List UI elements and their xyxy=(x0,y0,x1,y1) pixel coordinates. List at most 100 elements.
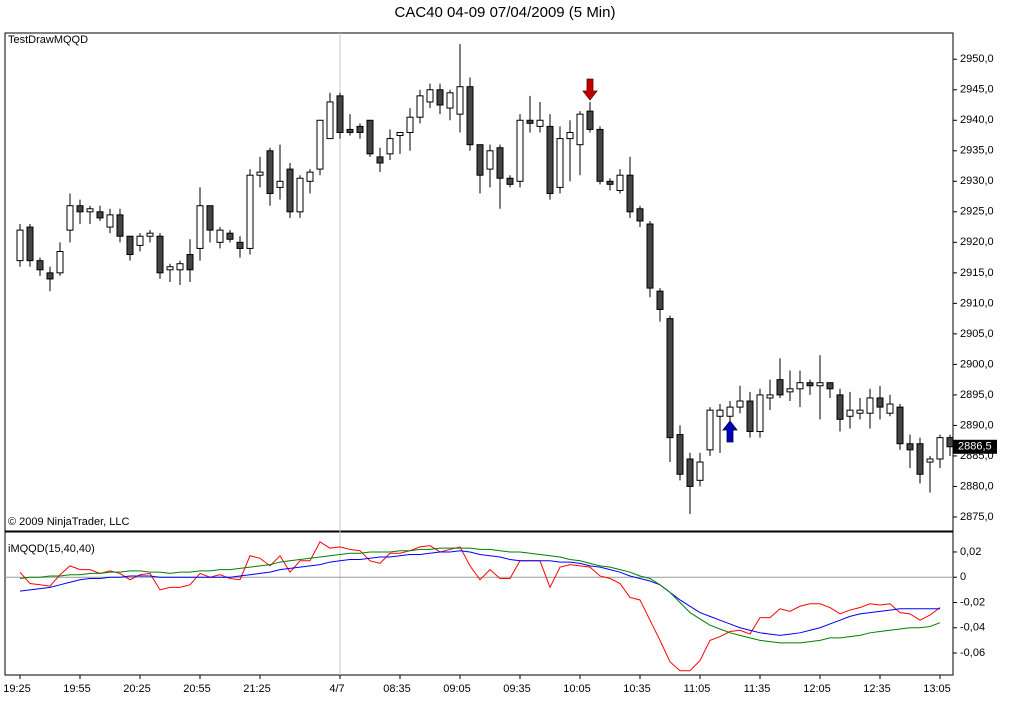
candle-body xyxy=(336,95,344,133)
candle-body xyxy=(386,138,394,155)
candle-body xyxy=(86,208,94,213)
candle-body xyxy=(736,400,744,408)
candle-body xyxy=(526,119,534,124)
candle-body xyxy=(136,235,144,246)
x-tick-label: 10:05 xyxy=(563,683,591,695)
candle-body xyxy=(676,434,684,475)
candle-body xyxy=(856,409,864,414)
candle-body xyxy=(656,290,664,310)
candle-body xyxy=(506,177,514,185)
candle-body xyxy=(486,150,494,170)
candle-body xyxy=(556,138,564,188)
indicator-title: iMQQD(15,40,40) xyxy=(8,543,95,555)
candle-body xyxy=(936,437,944,460)
candle-body xyxy=(106,214,114,228)
candle-body xyxy=(316,119,324,170)
candle-body xyxy=(116,214,124,237)
candle-body xyxy=(246,174,254,249)
candle-body xyxy=(296,177,304,213)
x-tick-label: 19:55 xyxy=(63,683,91,695)
indicator-line xyxy=(19,550,940,636)
candle-body xyxy=(786,388,794,393)
candle-body xyxy=(36,260,44,271)
indicator-line xyxy=(19,547,941,644)
candle-body xyxy=(216,229,224,243)
candle-body xyxy=(586,110,594,130)
candle-body xyxy=(576,113,584,146)
chart-title: CAC40 04-09 07/04/2009 (5 Min) xyxy=(395,4,616,21)
x-tick-label: 08:35 xyxy=(383,683,411,695)
y-tick-label: 2945,0 xyxy=(960,84,994,96)
sell-arrow xyxy=(582,78,598,101)
x-tick-label: 12:35 xyxy=(863,683,891,695)
candle-body xyxy=(326,101,334,140)
candle-body xyxy=(96,211,104,219)
candle-body xyxy=(226,232,234,240)
candle-body xyxy=(416,95,424,118)
candle-body xyxy=(256,171,264,176)
candle-body xyxy=(66,205,74,231)
copyright: © 2009 NinjaTrader, LLC xyxy=(8,516,129,528)
candle-body xyxy=(666,318,674,439)
candle-body xyxy=(536,119,544,127)
candle-body xyxy=(706,409,714,451)
x-tick-label: 20:55 xyxy=(183,683,211,695)
candle-body xyxy=(606,180,614,185)
candle-body xyxy=(766,394,774,399)
candle-body xyxy=(436,89,444,106)
candle-body xyxy=(286,168,294,213)
candle-body xyxy=(926,458,934,463)
candle-body xyxy=(476,144,484,176)
candle-body xyxy=(566,131,574,140)
candle-body xyxy=(406,116,414,133)
last-price-label: 2886,5 xyxy=(958,441,992,453)
candle-body xyxy=(646,223,654,289)
y-tick-label: 2900,0 xyxy=(960,358,994,370)
y-tick-label: 2915,0 xyxy=(960,267,994,279)
x-tick-label: 11:05 xyxy=(684,683,711,695)
candle-body xyxy=(126,235,134,256)
candle-body xyxy=(306,171,314,182)
candle-body xyxy=(846,409,854,417)
y-tick-label: 2950,0 xyxy=(960,53,994,65)
y-tick-label: -0,06 xyxy=(960,647,985,659)
candle-body xyxy=(596,128,604,182)
candle-body xyxy=(946,437,954,448)
candle-body xyxy=(46,272,54,280)
indicator-pane xyxy=(4,531,954,676)
candle-body xyxy=(426,89,434,103)
y-tick-label: 2920,0 xyxy=(960,236,994,248)
y-tick-label: -0,04 xyxy=(960,622,985,634)
x-tick-label: 19:25 xyxy=(3,683,31,695)
candle-body xyxy=(836,394,844,420)
y-tick-label: 2910,0 xyxy=(960,297,994,309)
x-tick-label: 09:05 xyxy=(443,683,471,695)
candle-body xyxy=(876,397,884,408)
y-tick-label: 2935,0 xyxy=(960,145,994,157)
candle-body xyxy=(806,382,814,387)
x-tick-label: 10:35 xyxy=(623,683,651,695)
candle-body xyxy=(146,232,154,237)
candle-body xyxy=(376,156,384,164)
candle-body xyxy=(236,241,244,249)
y-tick-label: 2875,0 xyxy=(960,511,994,523)
candle-body xyxy=(356,125,364,133)
candle-body xyxy=(16,229,24,262)
indicator-line xyxy=(19,541,941,672)
x-tick-label: 13:05 xyxy=(923,683,951,695)
x-tick-label: 11:35 xyxy=(744,683,771,695)
candle-body xyxy=(796,382,804,390)
candle-body xyxy=(886,403,894,414)
y-tick-label: 2895,0 xyxy=(960,389,994,401)
candle-body xyxy=(626,174,634,213)
x-tick-label: 21:25 xyxy=(243,683,271,695)
candle-body xyxy=(446,92,454,109)
candle-body xyxy=(366,119,374,155)
x-tick-label: 20:25 xyxy=(123,683,151,695)
candle-body xyxy=(266,150,274,195)
candle-body xyxy=(696,461,704,481)
candle-body xyxy=(686,458,694,487)
y-tick-label: 2930,0 xyxy=(960,175,994,187)
